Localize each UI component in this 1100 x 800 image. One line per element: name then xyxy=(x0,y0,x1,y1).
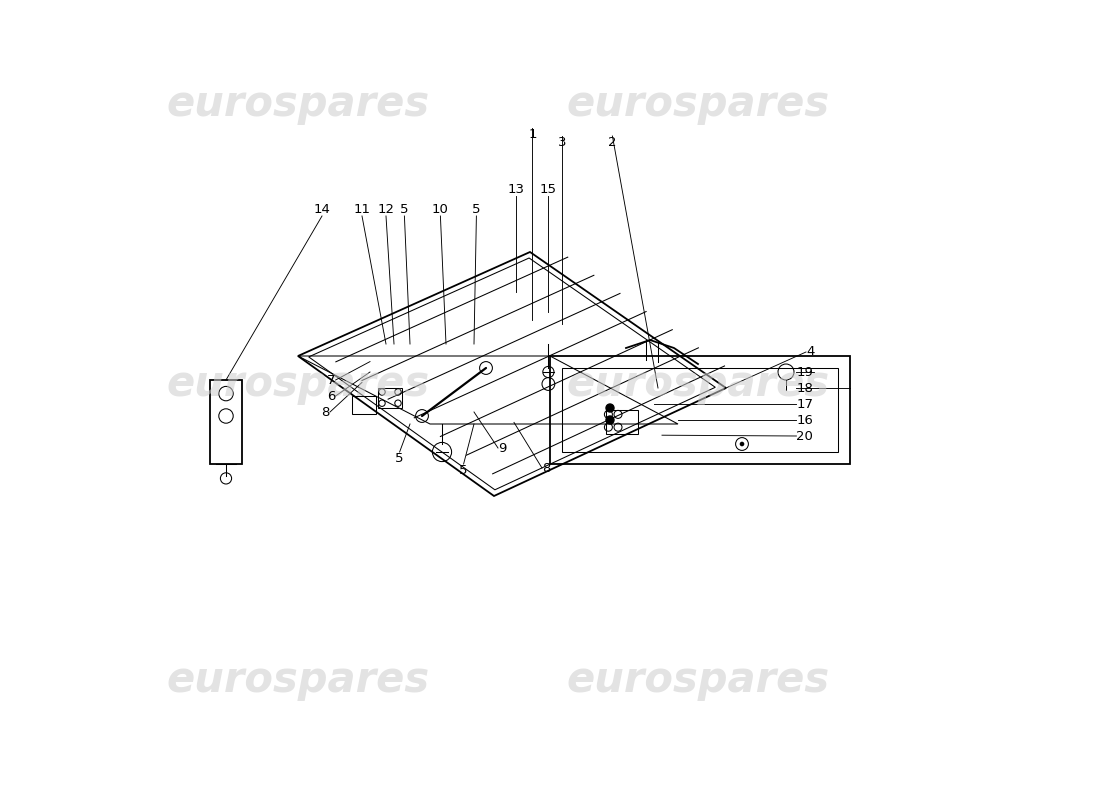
Text: 14: 14 xyxy=(314,203,330,216)
Text: 1: 1 xyxy=(528,128,537,141)
Text: 8: 8 xyxy=(542,462,550,474)
Text: 8: 8 xyxy=(321,406,330,418)
Text: 2: 2 xyxy=(608,136,617,149)
Text: 15: 15 xyxy=(540,183,557,196)
Circle shape xyxy=(606,404,614,412)
Text: eurospares: eurospares xyxy=(166,83,429,125)
Text: 6: 6 xyxy=(327,390,336,402)
Text: 5: 5 xyxy=(472,203,481,216)
Text: 9: 9 xyxy=(498,442,506,454)
Circle shape xyxy=(606,416,614,424)
Text: 5: 5 xyxy=(400,203,409,216)
Text: eurospares: eurospares xyxy=(566,659,829,701)
Text: 19: 19 xyxy=(796,366,813,378)
Text: eurospares: eurospares xyxy=(166,363,429,405)
Text: 10: 10 xyxy=(432,203,449,216)
Text: 11: 11 xyxy=(353,203,371,216)
Text: 13: 13 xyxy=(508,183,525,196)
Text: 5: 5 xyxy=(460,464,467,477)
Text: 3: 3 xyxy=(558,136,566,149)
Text: 17: 17 xyxy=(796,398,813,410)
Circle shape xyxy=(740,442,744,446)
Text: eurospares: eurospares xyxy=(566,83,829,125)
Text: 16: 16 xyxy=(796,414,813,426)
Text: 18: 18 xyxy=(796,382,813,394)
Text: eurospares: eurospares xyxy=(566,363,829,405)
Text: 12: 12 xyxy=(377,203,395,216)
Text: 7: 7 xyxy=(327,374,336,386)
Text: 20: 20 xyxy=(796,430,813,442)
Text: 4: 4 xyxy=(806,346,814,358)
Text: 5: 5 xyxy=(395,452,404,465)
Text: eurospares: eurospares xyxy=(166,659,429,701)
